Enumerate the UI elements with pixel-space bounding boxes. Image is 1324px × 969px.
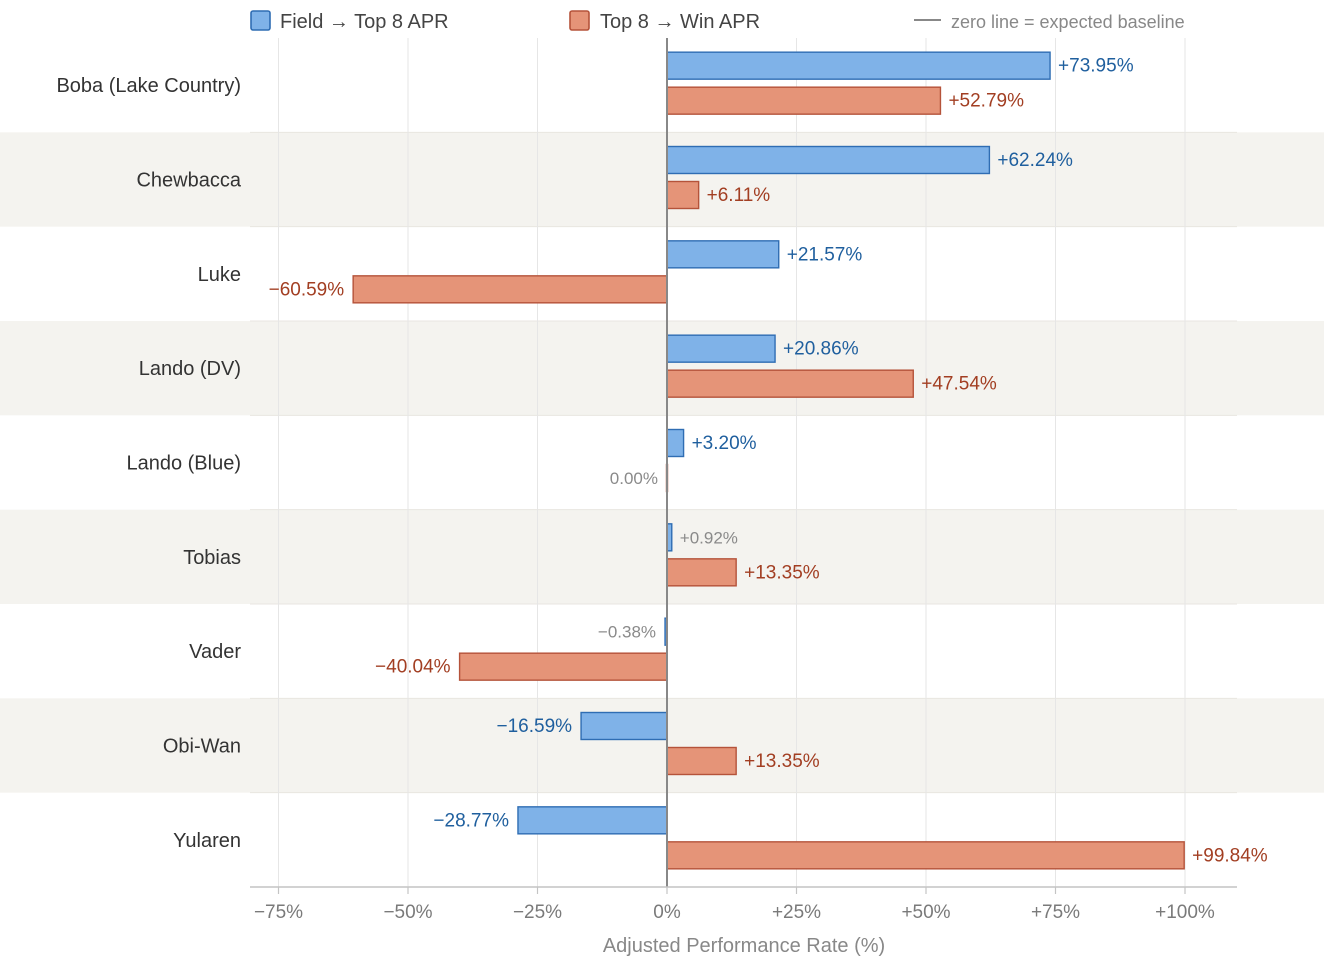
category-labels: Boba (Lake Country) Chewbacca Luke Lando (D… — [56, 75, 241, 852]
data-label: +13.35% — [744, 751, 820, 772]
bar-field-top8 — [666, 240, 780, 269]
data-label: 0.00% — [610, 469, 658, 488]
data-label: +20.86% — [783, 339, 859, 360]
category-label: Vader — [189, 641, 241, 663]
data-labels: +73.95% +52.79% +62.24% +6.11% +21.57% −60.59… — [269, 56, 1268, 867]
bar-field-top8 — [580, 711, 668, 741]
data-label: +99.84% — [1192, 845, 1268, 866]
bars — [352, 51, 1185, 870]
category-label: Boba (Lake Country) — [56, 75, 241, 97]
legend-baseline-note: zero line = expected baseline — [951, 12, 1185, 32]
data-label: +6.11% — [707, 185, 771, 206]
bar-field-top8 — [666, 334, 776, 363]
category-label: Yularen — [173, 830, 241, 852]
legend: Field → Top 8 APR Top 8 → Win APR zero l… — [250, 10, 1185, 33]
data-label: −60.59% — [269, 279, 345, 300]
row-band — [0, 321, 1324, 416]
data-label: +52.79% — [948, 91, 1024, 112]
data-label: +21.57% — [787, 244, 863, 265]
bar-field-top8 — [666, 145, 991, 175]
data-label: −28.77% — [433, 810, 509, 831]
data-label: +73.95% — [1058, 56, 1134, 77]
bar-field-top8 — [666, 51, 1051, 80]
data-label: −0.38% — [598, 623, 656, 642]
bar-top8-win — [666, 180, 700, 210]
x-tick-label: −75% — [254, 902, 303, 923]
category-label: Chewbacca — [136, 170, 241, 192]
data-label: +47.54% — [921, 374, 997, 395]
row-band — [0, 132, 1324, 227]
legend-swatch-win — [569, 10, 590, 31]
category-label: Luke — [198, 264, 241, 286]
category-label: Lando (DV) — [139, 358, 241, 380]
data-label: +3.20% — [692, 433, 757, 454]
bar-field-top8 — [666, 428, 685, 458]
category-label: Obi-Wan — [163, 736, 241, 758]
bar-field-top8 — [517, 806, 668, 835]
data-label: +13.35% — [744, 562, 820, 583]
bar-top8-win — [666, 369, 914, 398]
x-axis: −75% −50% −25% 0% +25% +50% +75% +100% — [250, 886, 1237, 923]
data-label: −16.59% — [497, 716, 573, 737]
bar-top8-win — [666, 746, 737, 776]
data-label: −40.04% — [375, 657, 451, 678]
legend-label-field: Field → Top 8 APR — [280, 11, 449, 33]
x-tick-label: +50% — [901, 902, 950, 923]
x-tick-label: +75% — [1031, 902, 1080, 923]
bar-top8-win — [458, 652, 668, 681]
category-label: Tobias — [183, 547, 241, 569]
grid-lines — [278, 38, 1186, 887]
x-tick-label: +25% — [772, 902, 821, 923]
x-tick-label: −50% — [383, 902, 432, 923]
bar-top8-win — [666, 86, 942, 115]
data-label: +62.24% — [997, 150, 1073, 171]
bar-top8-win — [666, 841, 1185, 870]
row-bands — [0, 131, 1324, 794]
data-label: +0.92% — [680, 528, 738, 547]
x-tick-label: 0% — [653, 902, 681, 923]
row-band — [0, 509, 1324, 604]
bar-top8-win — [352, 275, 668, 304]
legend-label-win: Top 8 → Win APR — [600, 11, 760, 33]
category-label: Lando (Blue) — [126, 453, 241, 475]
bar-top8-win — [666, 558, 737, 587]
x-tick-label: +100% — [1155, 902, 1215, 923]
x-tick-label: −25% — [513, 902, 562, 923]
legend-swatch-field — [250, 10, 271, 31]
x-axis-title: Adjusted Performance Rate (%) — [603, 935, 885, 957]
